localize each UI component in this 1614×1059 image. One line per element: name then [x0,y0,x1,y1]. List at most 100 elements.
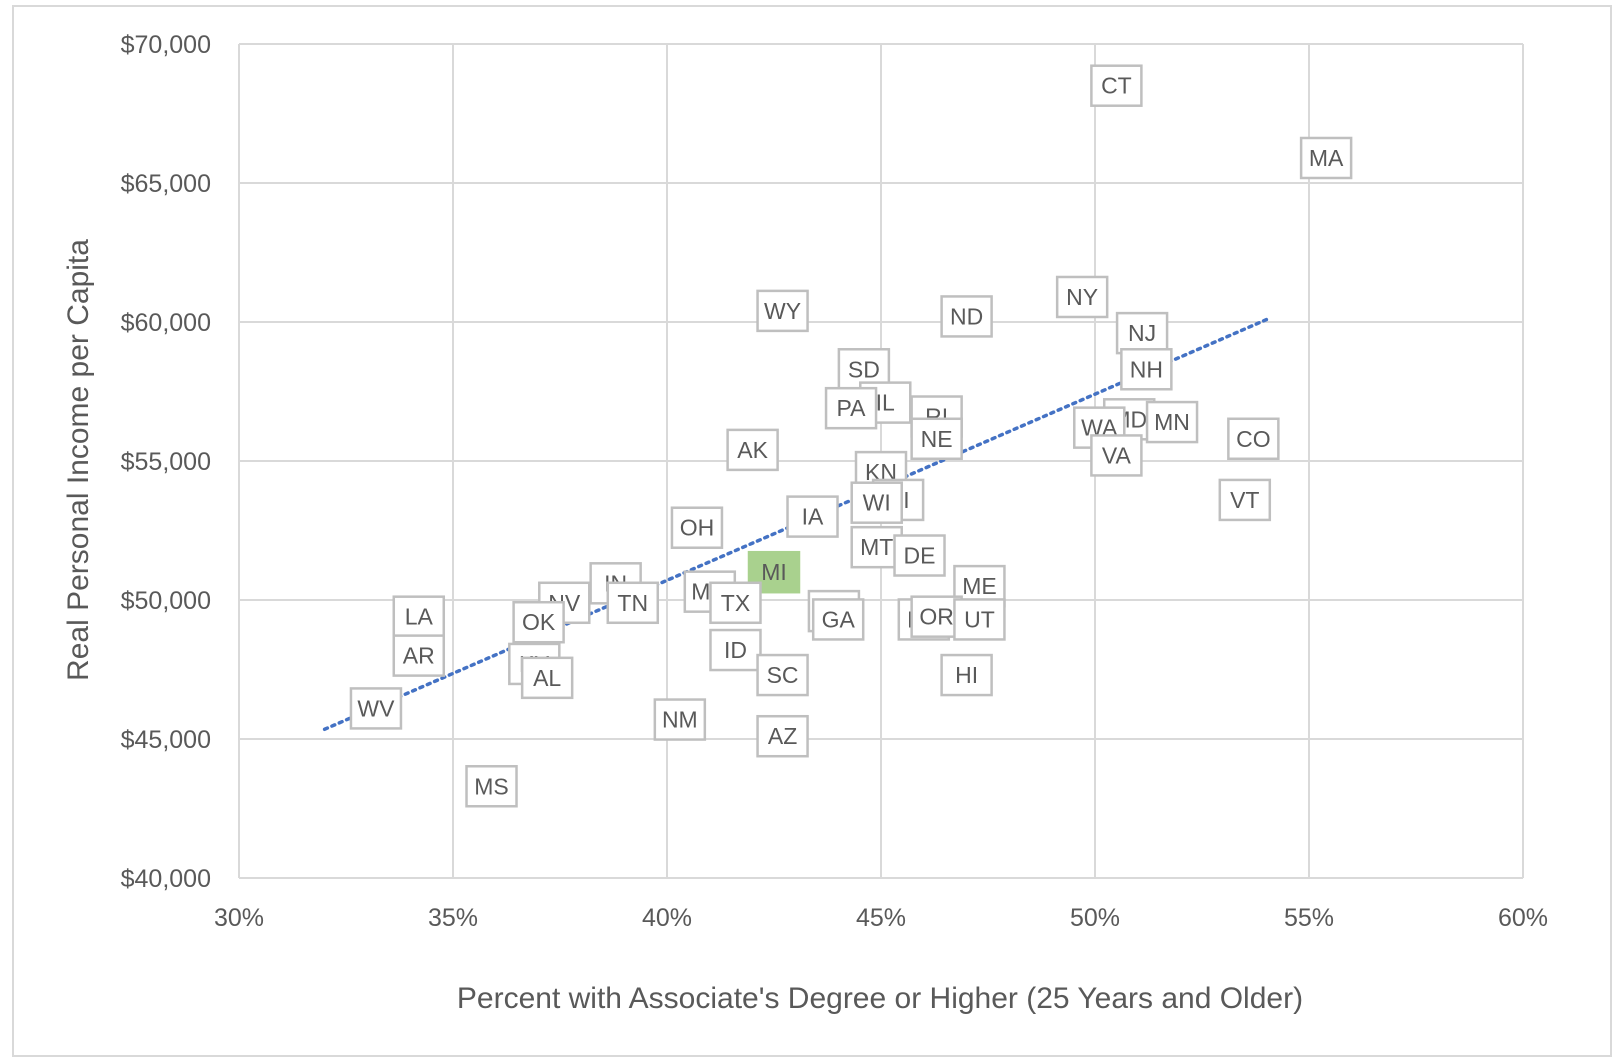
point-label-box [670,506,724,549]
point-label-box [811,598,865,641]
point-label: TN [617,590,648,616]
gridlines [238,43,1524,879]
point-label: NH [1130,356,1163,382]
point-label: WY [764,298,801,324]
y-tick-label: $40,000 [121,865,211,893]
point-wv: WV [349,687,403,730]
point-label-box [786,495,839,538]
point-label: SC [767,662,799,688]
point-label: HI [955,662,978,688]
point-label: OK [522,609,556,635]
x-tick-label: 30% [214,904,264,932]
point-label-box [1299,136,1353,180]
point-co: CO [1227,417,1280,461]
point-ar: AR [392,634,446,677]
point-tx: TX [709,581,762,625]
point-label-box [824,386,878,430]
point-label: LA [405,604,434,630]
point-label-box [726,428,779,472]
point-label-box [910,417,963,461]
point-de: DE [893,534,946,577]
point-vt: VT [1218,478,1272,522]
x-tick-label: 45% [856,904,906,932]
point-label: AZ [768,723,797,749]
point-id: ID [709,628,762,672]
x-axis-ticks: 30% 35% 40% 45% 50% 55% 60% [214,904,1548,932]
point-nm: NM [653,698,707,741]
point-label: MT [860,534,893,560]
point-ms: MS [465,765,518,808]
point-wi: WI [850,481,903,524]
x-axis-title: Percent with Associate's Degree or Highe… [457,982,1303,1015]
y-tick-label: $65,000 [121,170,211,198]
point-label: AR [403,643,435,669]
x-tick-label: 35% [428,904,478,932]
point-label: ID [724,637,747,663]
point-label: IA [802,504,824,530]
x-tick-label: 50% [1070,904,1120,932]
point-label-box [392,634,446,677]
x-tick-label: 40% [642,904,692,932]
y-tick-label: $70,000 [121,31,211,59]
point-nj: NJ [1115,311,1169,355]
point-pa: PA [824,386,878,430]
point-nd: ND [940,295,993,338]
point-nh: NH [1120,348,1173,391]
point-label-box [850,481,903,524]
point-label: MI [761,559,787,585]
point-ga: GA [811,598,865,641]
point-label-box [653,698,707,741]
y-tick-label: $45,000 [121,726,211,754]
point-label-box [465,765,518,808]
point-label-box [520,656,574,700]
point-tn: TN [606,581,660,625]
y-tick-label: $50,000 [121,587,211,615]
point-label: CO [1236,426,1271,452]
point-hi: HI [940,653,993,697]
point-label: GA [822,606,856,632]
point-label: VT [1230,487,1259,513]
point-az: AZ [756,714,809,758]
point-ne: NE [910,417,963,461]
point-label-box [1055,275,1109,319]
point-label: AK [737,437,768,463]
point-label-box [1120,348,1173,391]
y-tick-label: $55,000 [121,448,211,476]
point-label-box [349,687,403,730]
point-label-box [940,653,993,697]
point-label: UT [964,606,995,632]
point-label: NE [921,426,953,452]
point-mn: MN [1145,400,1199,444]
point-ma: MA [1299,136,1353,180]
point-label: IL [876,390,895,416]
y-axis-title: Real Personal Income per Capita [62,239,95,681]
point-la: LA [392,595,446,638]
data-points: CTMANYNDWYNJNHSDILPARIMDMNWANECOAKVAKNHI… [349,64,1353,808]
point-wy: WY [756,289,809,333]
point-label-box [893,534,946,577]
point-label: MA [1309,145,1344,171]
point-label-box [1145,400,1199,444]
point-label-box [940,295,993,338]
point-label-box [709,581,762,625]
point-ut: UT [953,598,1006,641]
point-label-box [756,714,809,758]
y-axis-ticks: $40,000 $45,000 $50,000 $55,000 $60,000 $65,0… [121,31,211,893]
point-label: OR [919,604,954,630]
point-label: NM [662,707,698,733]
point-label-box [392,595,446,638]
point-va: VA [1090,434,1143,477]
point-label: PA [837,395,867,421]
point-label-box [606,581,660,625]
point-label: NY [1066,284,1098,310]
point-label: WI [863,490,891,516]
point-label: OH [680,515,715,541]
x-tick-label: 55% [1284,904,1334,932]
point-label-box [709,628,762,672]
point-label-box [1090,434,1143,477]
point-label-box [1090,64,1143,107]
point-ct: CT [1090,64,1143,107]
point-oh: OH [670,506,724,549]
point-label-box [756,289,809,333]
